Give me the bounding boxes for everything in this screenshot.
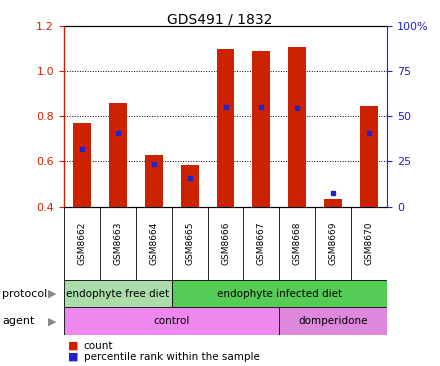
Text: agent: agent: [2, 316, 35, 326]
Text: GSM8666: GSM8666: [221, 222, 230, 265]
Bar: [253, 51, 271, 207]
Bar: [64, 280, 172, 307]
Text: GSM8670: GSM8670: [365, 222, 374, 265]
Text: control: control: [154, 316, 190, 326]
Bar: [360, 106, 378, 207]
Bar: [279, 307, 387, 335]
Text: domperidone: domperidone: [299, 316, 368, 326]
Bar: [73, 123, 91, 207]
Text: count: count: [84, 341, 113, 351]
Text: GSM8669: GSM8669: [329, 222, 338, 265]
Bar: [324, 199, 342, 207]
Bar: [180, 165, 198, 207]
Bar: [216, 49, 235, 207]
Bar: [172, 280, 387, 307]
Text: percentile rank within the sample: percentile rank within the sample: [84, 352, 260, 362]
Text: GSM8668: GSM8668: [293, 222, 302, 265]
Text: endophyte infected diet: endophyte infected diet: [217, 289, 342, 299]
Bar: [288, 47, 306, 207]
Text: GSM8662: GSM8662: [77, 222, 86, 265]
Bar: [64, 307, 279, 335]
Text: GDS491 / 1832: GDS491 / 1832: [167, 13, 273, 27]
Text: ■: ■: [68, 341, 79, 351]
Text: protocol: protocol: [2, 289, 48, 299]
Text: ■: ■: [68, 352, 79, 362]
Text: endophyte free diet: endophyte free diet: [66, 289, 169, 299]
Text: GSM8663: GSM8663: [113, 222, 122, 265]
Text: GSM8664: GSM8664: [149, 222, 158, 265]
Text: GSM8665: GSM8665: [185, 222, 194, 265]
Text: ▶: ▶: [48, 289, 56, 299]
Bar: [145, 155, 163, 207]
Text: ▶: ▶: [48, 316, 56, 326]
Bar: [109, 102, 127, 207]
Text: GSM8667: GSM8667: [257, 222, 266, 265]
